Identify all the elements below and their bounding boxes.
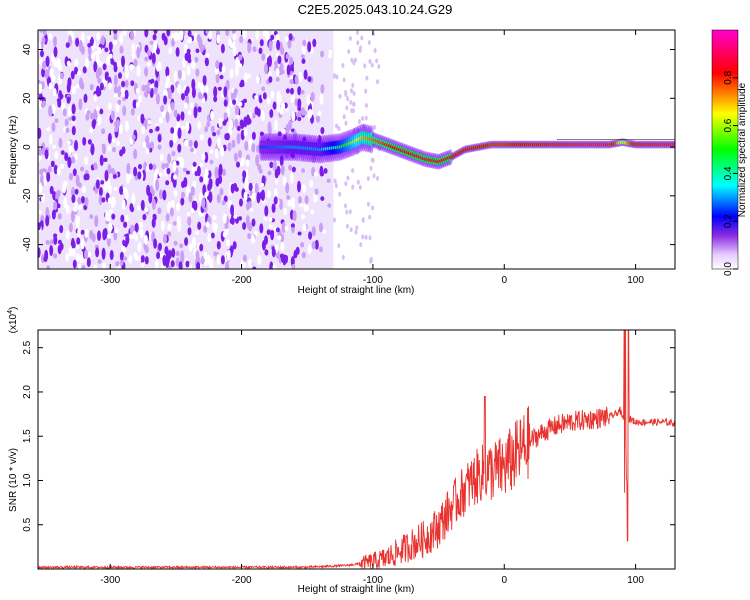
spectrogram-x-tick-label: -100 bbox=[363, 275, 383, 286]
noise-speckle bbox=[38, 30, 381, 269]
snr-y-scale: (x104) bbox=[7, 307, 19, 334]
signal-ridge bbox=[258, 123, 675, 170]
snr-line bbox=[38, 330, 675, 569]
snr-y-scale-prefix: (x10 bbox=[8, 313, 19, 333]
snr-x-tick-label: -100 bbox=[363, 575, 383, 586]
spectrogram-y-tick-label: -20 bbox=[22, 188, 33, 203]
colorbar-tick-label: 0.0 bbox=[723, 262, 734, 276]
snr-x-tick-label: -300 bbox=[100, 575, 120, 586]
snr-y-tick-label: 0.5 bbox=[22, 517, 33, 531]
spectrogram-y-label: Frequency (Hz) bbox=[8, 116, 19, 185]
chart-title: C2E5.2025.043.10.24.G29 bbox=[298, 2, 453, 17]
snr-y-label: SNR (10 * v/v) bbox=[8, 448, 19, 512]
snr-y-tick-label: 2.5 bbox=[22, 340, 33, 354]
colorbar-tick-label: 0.8 bbox=[723, 70, 734, 84]
spectrogram-y-tick-label: 20 bbox=[22, 92, 33, 104]
colorbar: 0.0 0.2 0.4 0.6 0.8 Normalized spectral ampl… bbox=[711, 29, 748, 276]
snr-x-tick-label: -200 bbox=[232, 575, 252, 586]
colorbar-tick-label: 0.6 bbox=[723, 118, 734, 132]
snr-panel: -300 -200 -100 0 100 0.5 1.0 1.5 2.0 2.5 Height o… bbox=[7, 307, 676, 595]
spectrogram-x-tick-label: 0 bbox=[501, 275, 507, 286]
spectrogram-frame bbox=[37, 29, 676, 270]
snr-x-tick-label: 0 bbox=[501, 575, 507, 586]
colorbar-gradient bbox=[711, 29, 739, 270]
snr-y-scale-close: ) bbox=[8, 307, 19, 310]
colorbar-label: Normalized spectral amplitude bbox=[737, 82, 748, 217]
spectrogram-x-tick-label: -300 bbox=[100, 275, 120, 286]
spectrogram-y-tick-label: 40 bbox=[22, 44, 33, 56]
snr-y-tick-label: 2.0 bbox=[22, 385, 33, 399]
spectrogram-x-label: Height of straight line (km) bbox=[298, 285, 415, 296]
snr-y-tick-label: 1.0 bbox=[22, 473, 33, 487]
snr-y-scale-exp: 4 bbox=[7, 310, 14, 314]
spectrogram-x-tick-label: 100 bbox=[627, 275, 644, 286]
snr-y-tick-label: 1.5 bbox=[22, 429, 33, 443]
spectrogram-y-tick-label: 0 bbox=[22, 144, 33, 150]
colorbar-tick-label: 0.2 bbox=[723, 214, 734, 228]
spectrogram-y-tick-label: -40 bbox=[22, 237, 33, 252]
colorbar-tick-label: 0.4 bbox=[723, 166, 734, 180]
snr-x-tick-label: 100 bbox=[627, 575, 644, 586]
snr-x-label: Height of straight line (km) bbox=[298, 584, 415, 595]
snr-frame bbox=[37, 329, 676, 570]
spectrogram-x-tick-label: -200 bbox=[232, 275, 252, 286]
